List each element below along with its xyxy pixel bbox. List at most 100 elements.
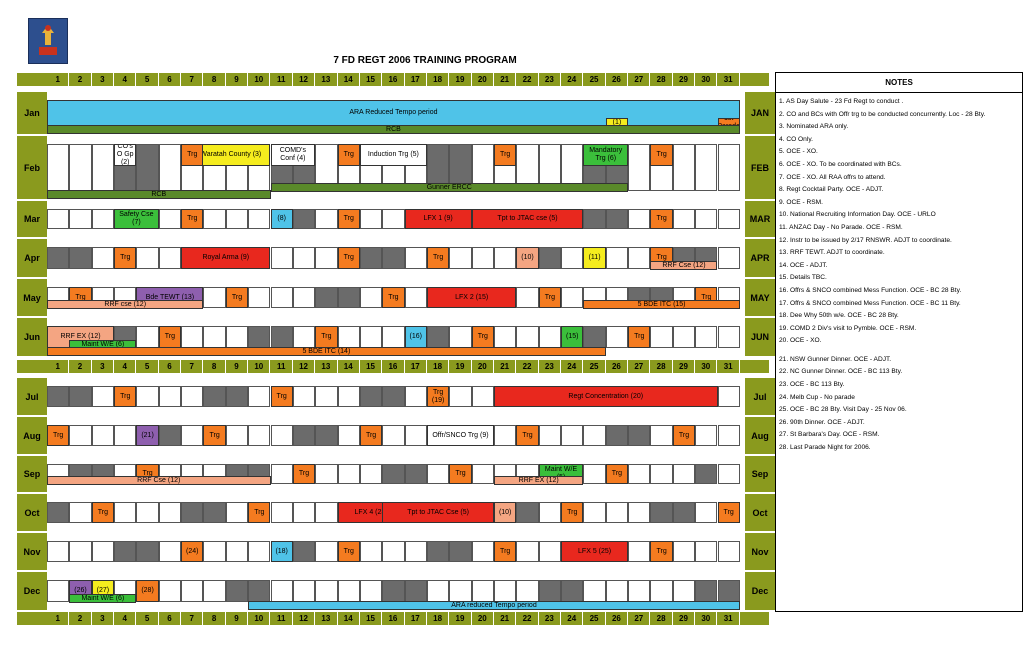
day-cell[interactable] xyxy=(538,580,562,602)
event-bar[interactable]: Trg xyxy=(605,464,629,484)
day-cell[interactable] xyxy=(605,209,629,229)
day-cell[interactable] xyxy=(203,502,226,523)
day-cell[interactable] xyxy=(695,580,718,602)
day-cell[interactable] xyxy=(158,580,182,602)
event-bar[interactable]: Trg xyxy=(225,287,249,308)
event-bar[interactable]: Trg xyxy=(114,247,137,269)
event-bar[interactable]: COMD's Conf (4) xyxy=(270,144,316,166)
event-bar[interactable]: Trg xyxy=(628,326,651,348)
day-cell[interactable] xyxy=(672,144,696,191)
day-cell[interactable] xyxy=(494,580,517,602)
day-cell[interactable] xyxy=(449,386,472,407)
day-cell[interactable] xyxy=(404,386,427,407)
day-cell[interactable] xyxy=(315,425,338,446)
event-bar[interactable]: LFX 5 (25) xyxy=(561,541,629,562)
day-cell[interactable] xyxy=(516,580,539,602)
event-bar[interactable]: Royal Arma (9) xyxy=(181,247,271,269)
day-cell[interactable] xyxy=(695,144,718,191)
event-bar[interactable]: (8) xyxy=(270,209,293,229)
day-cell[interactable] xyxy=(292,209,316,229)
event-bar[interactable]: Trg xyxy=(516,425,539,446)
event-bar[interactable]: ARA reduced Tempo period xyxy=(248,601,740,610)
day-cell[interactable] xyxy=(337,326,360,348)
day-cell[interactable] xyxy=(382,326,405,348)
day-cell[interactable] xyxy=(404,580,427,602)
day-cell[interactable] xyxy=(426,464,450,484)
event-bar[interactable]: (11) xyxy=(583,247,606,269)
event-bar[interactable]: Mandatory Trg (6) xyxy=(583,144,629,166)
event-bar[interactable]: Trg xyxy=(471,326,494,348)
day-cell[interactable] xyxy=(672,209,696,229)
day-cell[interactable] xyxy=(359,464,383,484)
event-bar[interactable]: ARA Reduced Tempo period xyxy=(47,100,740,126)
day-cell[interactable] xyxy=(136,502,159,523)
event-bar[interactable]: Trg xyxy=(561,502,584,523)
day-cell[interactable] xyxy=(203,326,226,348)
day-cell[interactable] xyxy=(695,209,718,229)
day-cell[interactable] xyxy=(561,287,584,308)
day-cell[interactable] xyxy=(315,464,338,484)
day-cell[interactable] xyxy=(717,425,740,446)
day-cell[interactable] xyxy=(47,209,70,229)
event-bar[interactable]: (21) xyxy=(136,425,159,446)
day-cell[interactable] xyxy=(628,502,651,523)
event-bar[interactable]: Trg xyxy=(158,326,182,348)
event-bar[interactable]: LFX 2 (15) xyxy=(426,287,517,308)
day-cell[interactable] xyxy=(292,287,316,308)
day-cell[interactable] xyxy=(47,502,70,523)
day-cell[interactable] xyxy=(315,287,338,308)
day-cell[interactable] xyxy=(471,580,494,602)
day-cell[interactable] xyxy=(292,386,316,407)
day-cell[interactable] xyxy=(426,326,450,348)
day-cell[interactable] xyxy=(91,144,115,191)
day-cell[interactable] xyxy=(158,247,182,269)
day-cell[interactable] xyxy=(270,464,293,484)
event-bar[interactable]: Trg xyxy=(181,209,204,229)
day-cell[interactable] xyxy=(695,541,718,562)
event-bar[interactable]: 5 BDE ITC (15) xyxy=(583,300,740,309)
day-cell[interactable] xyxy=(69,425,92,446)
event-bar[interactable]: (10) xyxy=(494,502,517,523)
day-cell[interactable] xyxy=(315,580,338,602)
event-bar[interactable]: Safety Cse (7) xyxy=(114,209,159,229)
day-cell[interactable] xyxy=(69,502,92,523)
day-cell[interactable] xyxy=(158,425,182,446)
day-cell[interactable] xyxy=(203,287,226,308)
event-bar[interactable]: Tpt to JTAC Cse (5) xyxy=(382,502,494,523)
event-bar[interactable]: RRF Cse (12) xyxy=(650,261,718,270)
day-cell[interactable] xyxy=(181,326,204,348)
day-cell[interactable] xyxy=(181,580,204,602)
day-cell[interactable] xyxy=(114,502,137,523)
day-cell[interactable] xyxy=(382,425,405,446)
event-bar[interactable]: 5 BDE ITC (14) xyxy=(47,347,606,356)
day-cell[interactable] xyxy=(628,580,651,602)
event-bar[interactable]: Trg xyxy=(114,386,137,407)
event-bar[interactable]: Tpt to JTAC cse (5) xyxy=(471,209,584,229)
day-cell[interactable] xyxy=(248,580,271,602)
day-cell[interactable] xyxy=(315,541,338,562)
day-cell[interactable] xyxy=(382,464,405,484)
day-cell[interactable] xyxy=(270,580,293,602)
day-cell[interactable] xyxy=(91,425,115,446)
day-cell[interactable] xyxy=(471,386,494,407)
event-bar[interactable]: Trg xyxy=(337,209,360,229)
event-bar[interactable]: (10) xyxy=(516,247,539,269)
day-cell[interactable] xyxy=(337,464,360,484)
day-cell[interactable] xyxy=(248,326,271,348)
day-cell[interactable] xyxy=(583,326,606,348)
day-cell[interactable] xyxy=(91,209,115,229)
day-cell[interactable] xyxy=(47,386,70,407)
event-bar[interactable]: (18) xyxy=(270,541,293,562)
day-cell[interactable] xyxy=(225,386,249,407)
day-cell[interactable] xyxy=(404,287,427,308)
day-cell[interactable] xyxy=(248,541,271,562)
event-bar[interactable]: Trg xyxy=(650,209,673,229)
day-cell[interactable] xyxy=(695,425,718,446)
event-bar[interactable]: Trg xyxy=(47,425,70,446)
day-cell[interactable] xyxy=(292,541,316,562)
day-cell[interactable] xyxy=(605,502,629,523)
day-cell[interactable] xyxy=(695,502,718,523)
day-cell[interactable] xyxy=(181,502,204,523)
day-cell[interactable] xyxy=(292,247,316,269)
event-bar[interactable]: RRF cse (12) xyxy=(47,300,204,309)
